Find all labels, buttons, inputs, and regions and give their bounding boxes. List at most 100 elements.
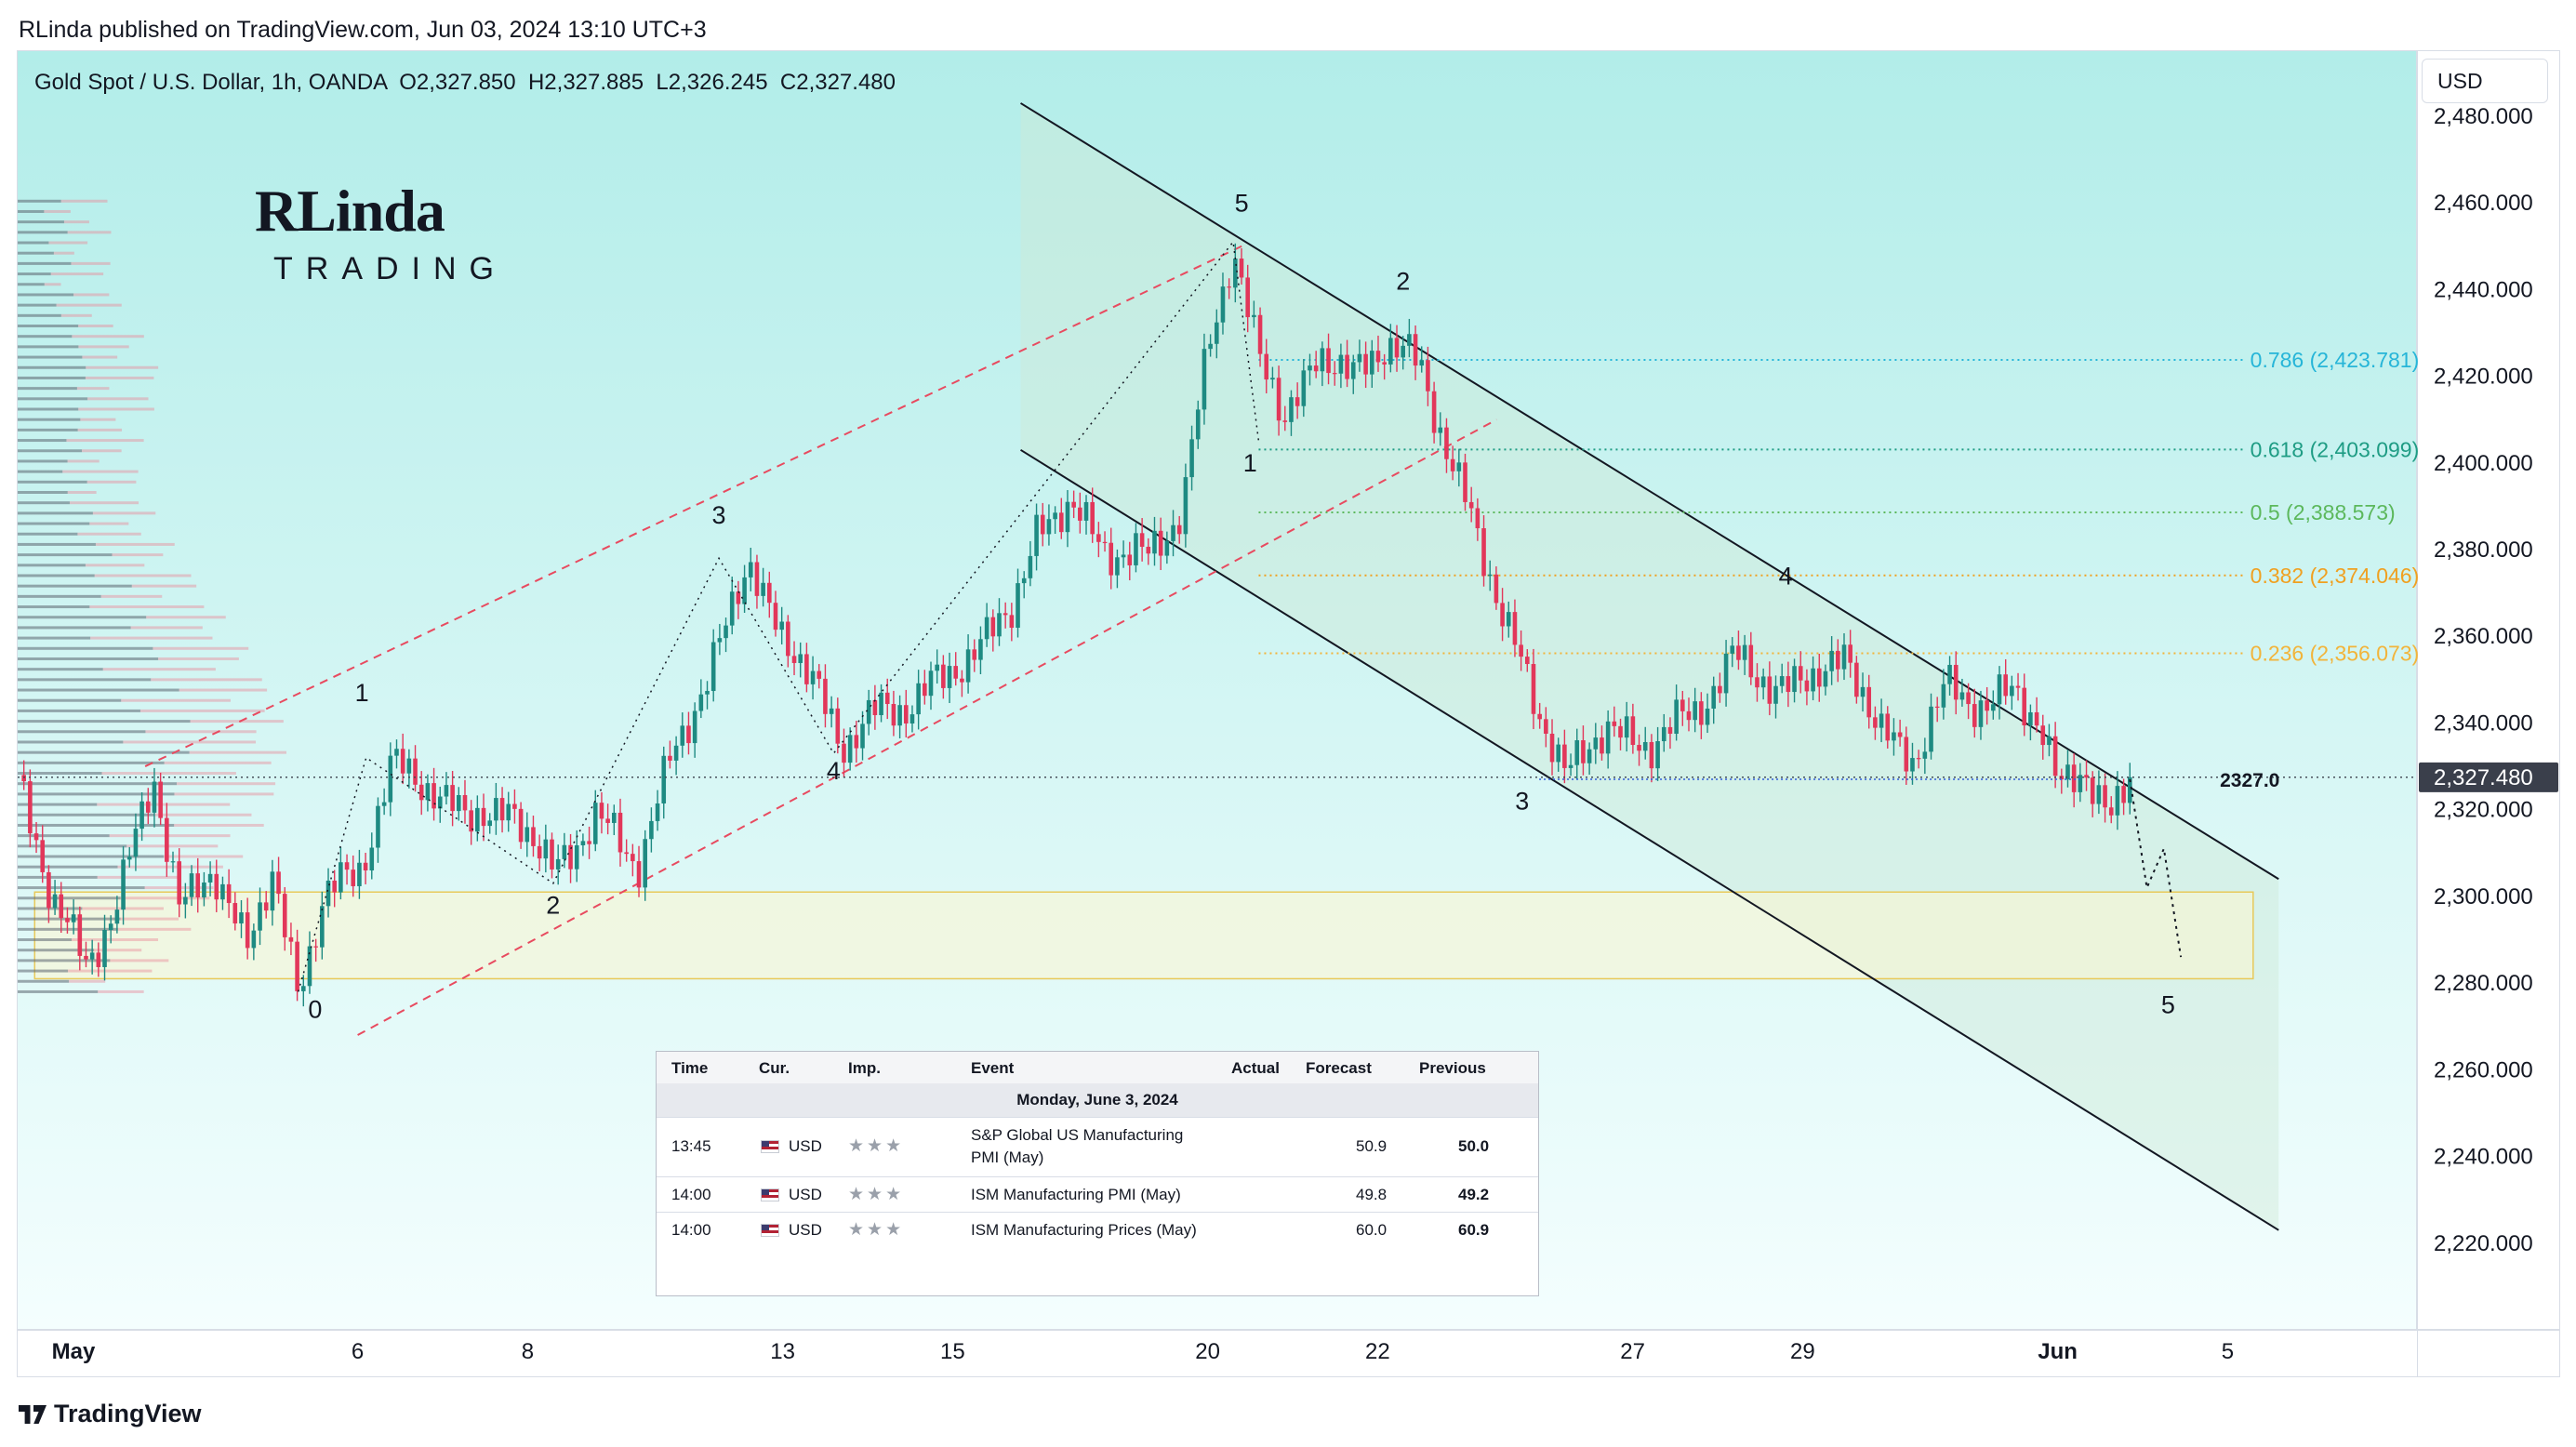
candle-body	[189, 873, 194, 897]
candle-body	[705, 691, 710, 695]
candle-body	[418, 784, 424, 801]
volume-profile-bar	[179, 688, 268, 692]
symbol-name[interactable]: Gold Spot / U.S. Dollar, 1h, OANDA	[34, 70, 387, 95]
candle-body	[1121, 554, 1126, 558]
candle-body	[2010, 685, 2014, 697]
candle-body	[1003, 613, 1008, 616]
candle-body	[636, 861, 642, 888]
candle-body	[2078, 775, 2083, 792]
col-actual: Actual	[1231, 1059, 1280, 1077]
candle-body	[686, 725, 691, 744]
volume-profile-bar	[18, 470, 63, 473]
volume-profile-bar	[89, 605, 205, 609]
candle-body	[1419, 360, 1425, 366]
volume-profile-bar	[89, 522, 129, 525]
volume-profile-bar	[18, 886, 145, 890]
candle-body	[1978, 700, 1984, 727]
candle-body	[1941, 684, 1946, 708]
candle-body	[2071, 764, 2077, 792]
candle-body	[1742, 644, 1747, 660]
volume-profile-bar	[164, 761, 272, 764]
wave-structure-path	[297, 240, 1260, 992]
candle-body	[481, 807, 486, 827]
candle-body	[798, 654, 803, 663]
volume-profile-bar	[80, 418, 116, 421]
candle-body	[1605, 721, 1611, 754]
candle-body	[1382, 362, 1387, 365]
wave-label: 3	[1515, 788, 1529, 816]
volume-profile-bar	[102, 668, 216, 671]
time-axis-label: 6	[352, 1339, 364, 1364]
volume-profile-bar	[18, 439, 67, 443]
volume-profile-bar	[18, 907, 83, 910]
event-previous: 50.0	[1458, 1137, 1490, 1155]
candle-body	[754, 562, 760, 596]
candle-body	[450, 785, 455, 812]
candle-body	[469, 810, 473, 832]
tradingview-footer[interactable]: TradingView	[19, 1400, 202, 1428]
candle-body	[1748, 644, 1754, 678]
candle-body	[1823, 670, 1828, 687]
candle-body	[1649, 741, 1654, 769]
calendar-header-row: Time Cur. Imp. Event Actual Forecast Pre…	[657, 1052, 1538, 1084]
candle-body	[202, 882, 206, 898]
candle-body	[923, 683, 927, 697]
candle-body	[1152, 530, 1157, 554]
candle-body	[692, 710, 697, 744]
candle-body	[1624, 716, 1629, 738]
candle-body	[1897, 732, 1903, 737]
candle-body	[432, 783, 436, 809]
candle-body	[139, 801, 144, 830]
fib-level-label: 0.382 (2,374.046)	[2251, 564, 2420, 588]
time-axis-label: 15	[940, 1339, 965, 1364]
volume-profile-bar	[78, 345, 129, 349]
candle-body	[2028, 711, 2033, 726]
time-axis-label: 20	[1195, 1339, 1220, 1364]
candle-body	[1630, 716, 1636, 746]
candle-body	[791, 656, 797, 663]
candle-body	[506, 803, 511, 821]
volume-profile-bar	[120, 896, 210, 900]
candle-body	[1127, 554, 1133, 565]
candle-body	[854, 735, 859, 749]
wave-label: 5	[2161, 991, 2175, 1019]
volume-profile-bar	[18, 740, 124, 744]
candle-body	[96, 952, 101, 967]
candle-body	[1313, 365, 1319, 372]
calendar-row[interactable]: 13:45 USD ★★★ S&P Global US Manufacturin…	[657, 1117, 1538, 1177]
volume-profile-bar	[18, 522, 90, 525]
event-forecast: 60.0	[1356, 1221, 1388, 1239]
candle-body	[1779, 676, 1785, 686]
candle-body	[177, 861, 181, 905]
volume-profile-bar	[18, 532, 78, 536]
candle-body	[1562, 744, 1567, 768]
chart-panel[interactable]: 0.786 (2,423.781) 0.618 (2,403.099) 0.5 (2…	[17, 50, 2560, 1377]
candle-body	[817, 670, 822, 679]
candle-body	[170, 861, 176, 863]
candle-body	[2090, 777, 2095, 804]
currency-selector[interactable]: USD	[2422, 59, 2548, 103]
calendar-row[interactable]: 14:00 USD ★★★ ISM Manufacturing Prices (…	[657, 1212, 1538, 1247]
candle-body	[823, 678, 828, 714]
candle-body	[1531, 664, 1536, 714]
candle-body	[978, 639, 983, 660]
calendar-row[interactable]: 14:00 USD ★★★ ISM Manufacturing PMI (May…	[657, 1176, 1538, 1213]
candle-body	[1879, 713, 1884, 728]
candle-body	[555, 858, 561, 870]
volume-profile-bar	[117, 865, 223, 869]
volume-profile-bar	[18, 782, 178, 786]
volume-profile-bar	[69, 501, 139, 505]
candle-body	[400, 749, 405, 774]
candle-body	[214, 873, 219, 900]
candle-body	[891, 704, 896, 726]
volume-profile-bar	[18, 594, 101, 598]
volume-profile-bar	[130, 626, 203, 630]
candle-body	[1537, 713, 1542, 720]
volume-profile-bar	[18, 428, 78, 431]
price-chart[interactable]: 0.786 (2,423.781) 0.618 (2,403.099) 0.5 (2…	[18, 51, 2560, 1377]
volume-profile-bar	[18, 688, 179, 692]
volume-profile-bar	[18, 626, 131, 630]
candle-body	[152, 781, 157, 813]
importance-stars-icon: ★★★	[848, 1136, 905, 1156]
candle-body	[33, 833, 39, 841]
